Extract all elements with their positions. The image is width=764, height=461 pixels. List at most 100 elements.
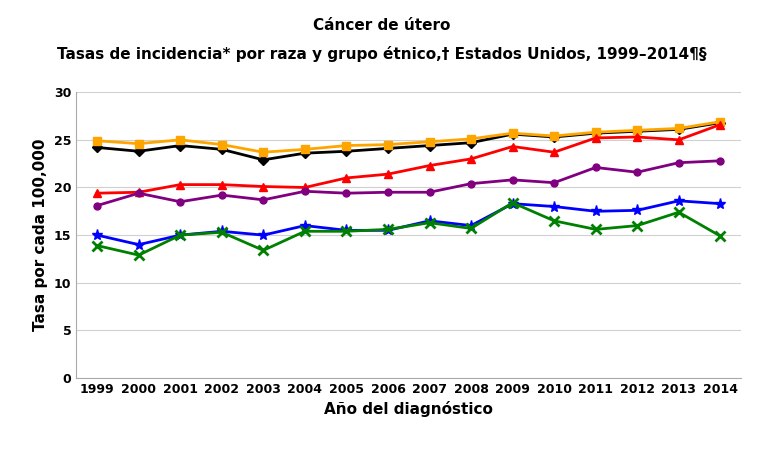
Negras — [591, 135, 601, 141]
Hispanas — [217, 192, 226, 198]
Line: Todas las razas: Todas las razas — [94, 119, 724, 163]
Todas las razas — [217, 147, 226, 152]
IA/NA — [259, 248, 268, 253]
Hispanas — [134, 190, 144, 196]
Y-axis label: Tasa por cada 100,000: Tasa por cada 100,000 — [34, 139, 48, 331]
Line: Blancas: Blancas — [93, 118, 724, 156]
A/IP — [633, 207, 642, 213]
Todas las razas — [134, 148, 144, 154]
Todas las razas — [259, 157, 268, 163]
Negras — [176, 182, 185, 187]
IA/NA — [716, 233, 725, 239]
Negras — [467, 156, 476, 162]
Todas las razas — [300, 150, 309, 156]
A/IP — [259, 232, 268, 238]
A/IP — [674, 198, 683, 204]
Negras — [300, 185, 309, 190]
IA/NA — [674, 209, 683, 215]
Negras — [259, 184, 268, 189]
IA/NA — [467, 226, 476, 231]
Hispanas — [508, 177, 517, 183]
Todas las razas — [549, 134, 558, 140]
Hispanas — [342, 190, 351, 196]
Todas las razas — [591, 130, 601, 136]
Negras — [134, 189, 144, 195]
Blancas — [342, 143, 351, 148]
Negras — [425, 163, 434, 168]
Todas las razas — [508, 131, 517, 137]
Hispanas — [633, 170, 642, 175]
Hispanas — [259, 197, 268, 203]
Hispanas — [176, 199, 185, 205]
A/IP — [92, 232, 102, 238]
Hispanas — [467, 181, 476, 186]
Blancas — [92, 138, 102, 143]
Todas las razas — [716, 120, 725, 125]
Line: Hispanas: Hispanas — [94, 157, 724, 209]
Blancas — [674, 126, 683, 131]
Blancas — [134, 141, 144, 147]
Line: A/IP: A/IP — [92, 195, 726, 250]
Line: IA/NA: IA/NA — [92, 198, 725, 260]
Blancas — [425, 139, 434, 144]
Blancas — [217, 142, 226, 148]
A/IP — [300, 223, 309, 228]
Todas las razas — [467, 140, 476, 146]
Blancas — [300, 147, 309, 152]
A/IP — [342, 228, 351, 233]
Hispanas — [300, 189, 309, 194]
Negras — [508, 144, 517, 149]
A/IP — [591, 208, 601, 214]
Negras — [92, 190, 102, 196]
IA/NA — [300, 229, 309, 234]
A/IP — [467, 223, 476, 228]
A/IP — [134, 242, 144, 248]
Hispanas — [92, 203, 102, 208]
X-axis label: Año del diagnóstico: Año del diagnóstico — [324, 402, 494, 418]
IA/NA — [92, 243, 102, 248]
A/IP — [549, 204, 558, 209]
Line: Negras: Negras — [93, 120, 724, 197]
Hispanas — [549, 180, 558, 185]
Negras — [633, 134, 642, 140]
Blancas — [384, 142, 393, 148]
IA/NA — [217, 230, 226, 235]
Todas las razas — [425, 143, 434, 148]
Hispanas — [384, 189, 393, 195]
Negras — [217, 182, 226, 187]
A/IP — [425, 218, 434, 224]
Blancas — [549, 133, 558, 139]
Negras — [674, 137, 683, 142]
Blancas — [716, 119, 725, 124]
Negras — [342, 175, 351, 181]
IA/NA — [591, 227, 601, 232]
Todas las razas — [674, 127, 683, 132]
Text: Cáncer de útero: Cáncer de útero — [313, 18, 451, 34]
IA/NA — [176, 232, 185, 238]
Todas las razas — [342, 148, 351, 154]
Text: Tasas de incidencia* por raza y grupo étnico,† Estados Unidos, 1999–2014¶§: Tasas de incidencia* por raza y grupo ét… — [57, 46, 707, 62]
Negras — [384, 171, 393, 177]
IA/NA — [134, 252, 144, 258]
Todas las razas — [92, 145, 102, 150]
Hispanas — [674, 160, 683, 165]
IA/NA — [342, 229, 351, 234]
IA/NA — [508, 200, 517, 206]
IA/NA — [425, 220, 434, 225]
A/IP — [508, 201, 517, 207]
Hispanas — [591, 165, 601, 170]
Blancas — [633, 128, 642, 133]
A/IP — [217, 229, 226, 234]
Todas las razas — [176, 143, 185, 148]
Todas las razas — [633, 129, 642, 134]
Negras — [716, 122, 725, 127]
A/IP — [176, 232, 185, 238]
Blancas — [508, 130, 517, 136]
Blancas — [259, 149, 268, 155]
IA/NA — [633, 223, 642, 228]
IA/NA — [549, 218, 558, 224]
A/IP — [716, 201, 725, 207]
IA/NA — [384, 227, 393, 232]
Blancas — [591, 130, 601, 135]
Hispanas — [716, 158, 725, 164]
